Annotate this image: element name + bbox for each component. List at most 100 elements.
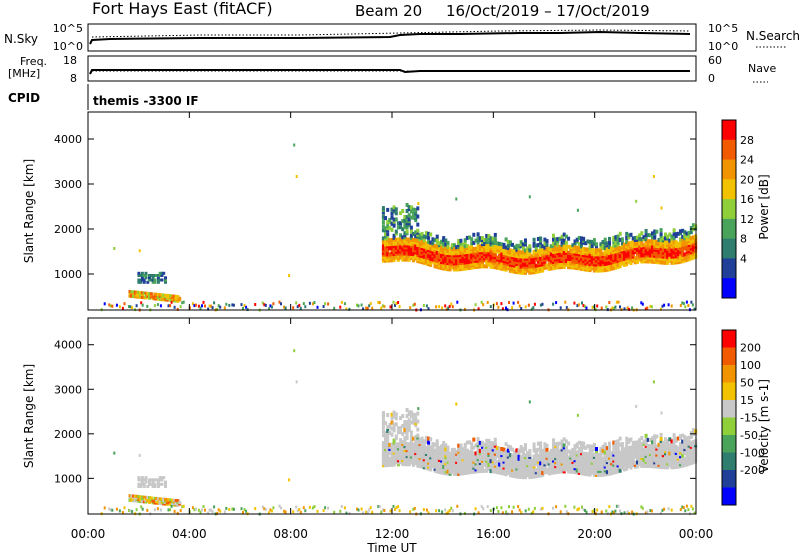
data-cell: [487, 246, 491, 251]
data-cell: [174, 299, 178, 303]
data-cell: [386, 425, 390, 429]
data-cell: [565, 510, 568, 514]
data-cell: [532, 454, 536, 459]
data-cell: [521, 254, 525, 259]
data-cell: [156, 278, 160, 282]
data-cell: [427, 258, 431, 263]
data-cell: [612, 470, 616, 475]
data-cell: [567, 257, 571, 261]
data-cell: [628, 511, 631, 515]
data-cell: [636, 245, 639, 250]
data-cell: [532, 306, 535, 310]
data-cell: [541, 302, 544, 306]
data-cell: [139, 478, 143, 482]
data-cell: [465, 235, 469, 240]
data-cell: [489, 305, 492, 309]
colorbar-tick-label: 200: [740, 342, 761, 355]
colorbar-segment: [722, 417, 736, 436]
data-cell: [562, 455, 566, 460]
data-cell: [552, 438, 555, 443]
data-cell: [506, 444, 510, 449]
data-cell: [153, 501, 157, 505]
data-cell: [146, 499, 150, 503]
data-cell: [164, 502, 167, 506]
data-cell: [478, 440, 482, 445]
data-cell: [442, 254, 446, 259]
data-cell: [571, 265, 575, 270]
data-cell: [225, 506, 228, 510]
data-cell: [683, 256, 687, 261]
data-cell: [409, 256, 413, 260]
data-cell: [638, 249, 642, 254]
data-cell: [487, 254, 491, 259]
data-cell: [580, 264, 583, 269]
data-cell: [674, 232, 678, 237]
data-cell: [532, 241, 536, 246]
data-cell: [582, 259, 586, 264]
data-cell: [202, 300, 205, 304]
data-cell: [405, 408, 409, 412]
data-cell: [633, 244, 637, 249]
data-cell: [670, 445, 674, 450]
data-cell: [444, 238, 448, 243]
data-cell: [435, 258, 439, 263]
data-cell: [668, 457, 672, 462]
data-cell: [504, 253, 508, 258]
data-cell: [539, 453, 543, 458]
data-cell: [178, 296, 182, 300]
data-cell: [394, 422, 398, 427]
data-cell: [496, 450, 499, 455]
data-cell: [386, 437, 390, 441]
data-cell: [164, 280, 167, 284]
data-cell: [132, 494, 136, 498]
data-cell: [668, 246, 672, 251]
data-cell: [584, 445, 588, 450]
data-cell: [489, 455, 493, 460]
data-cell: [517, 260, 521, 265]
data-cell: [482, 507, 485, 511]
data-cell: [508, 505, 510, 509]
data-cell: [496, 460, 499, 465]
data-cell: [313, 505, 316, 509]
data-cell: [616, 244, 620, 249]
data-cell: [628, 307, 631, 311]
data-cell: [573, 257, 577, 262]
data-cell: [463, 307, 466, 311]
data-cell: [316, 305, 319, 309]
data-cell: [519, 455, 523, 459]
data-cell: [461, 250, 465, 255]
data-cell: [664, 252, 667, 257]
data-cell: [113, 247, 116, 250]
data-cell: [135, 290, 139, 294]
data-cell: [386, 207, 390, 212]
data-cell: [172, 498, 176, 502]
x-tick-label: 00:00: [71, 527, 106, 541]
data-cell: [118, 305, 121, 309]
data-cell: [396, 241, 400, 246]
data-cell: [554, 442, 558, 447]
power-heatmap: [100, 143, 698, 312]
data-cell: [427, 242, 431, 246]
data-cell: [586, 239, 590, 244]
data-cell: [465, 460, 469, 465]
data-cell: [327, 302, 330, 306]
data-cell: [158, 497, 162, 501]
data-cell: [672, 457, 676, 462]
data-cell: [685, 442, 689, 447]
data-cell: [446, 249, 450, 253]
data-cell: [528, 449, 532, 453]
data-cell: [681, 249, 685, 254]
data-cell: [672, 437, 676, 442]
data-cell: [171, 296, 175, 300]
data-cell: [435, 457, 439, 462]
data-cell: [625, 456, 629, 461]
data-cell: [160, 499, 164, 503]
x-tick-label: 04:00: [172, 527, 207, 541]
data-cell: [588, 262, 592, 267]
data-cell: [431, 257, 435, 262]
data-cell: [487, 234, 491, 239]
data-cell: [545, 263, 549, 268]
data-cell: [459, 451, 463, 456]
data-cell: [580, 248, 583, 253]
